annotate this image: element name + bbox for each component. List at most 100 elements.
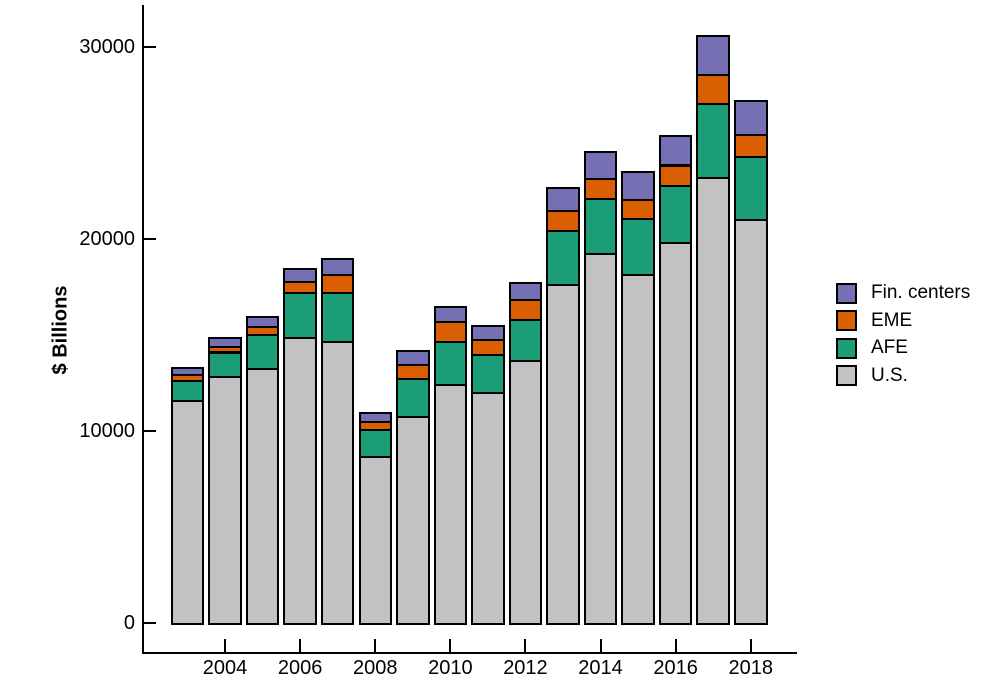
legend-swatch-eme — [836, 310, 857, 331]
bar-segment-2004-us — [208, 376, 242, 625]
bar-segment-2013-us — [546, 284, 580, 625]
legend-item-eme: EME — [836, 310, 970, 332]
x-tick — [299, 639, 302, 652]
bar-segment-2015-us — [621, 273, 655, 625]
bar-segment-2003-afe — [170, 379, 205, 402]
y-tick — [144, 238, 156, 240]
x-tick-label: 2004 — [202, 657, 248, 679]
x-tick-label: 2010 — [428, 657, 473, 679]
bar-segment-2012-fincenters — [508, 282, 543, 301]
bar-segment-2004-fincenters — [208, 337, 242, 348]
legend-swatch-us — [836, 365, 857, 386]
bar-segment-2013-eme — [546, 210, 580, 232]
bar-segment-2010-fincenters — [433, 306, 468, 324]
x-tick — [449, 639, 452, 652]
x-tick-label: 2016 — [653, 657, 698, 679]
bar-segment-2014-eme — [583, 177, 618, 201]
legend: Fin. centers EME AFE U.S. — [836, 282, 970, 392]
legend-item-fincenters: Fin. centers — [836, 282, 970, 304]
bar-segment-2010-us — [433, 383, 468, 625]
bar-segment-2011-eme — [471, 339, 505, 356]
bar-segment-2014-fincenters — [583, 151, 618, 180]
bar-segment-2017-afe — [696, 102, 730, 180]
bar-segment-2007-afe — [320, 291, 355, 343]
x-tick — [749, 639, 752, 652]
bar-segment-2005-us — [245, 367, 280, 625]
bar-segment-2011-fincenters — [471, 324, 505, 342]
x-axis-line — [142, 652, 797, 654]
bar-segment-2006-us — [283, 337, 317, 625]
bar-segment-2017-fincenters — [696, 35, 730, 77]
bar-segment-2014-us — [583, 252, 618, 625]
legend-swatch-afe — [836, 337, 857, 359]
x-tick — [524, 639, 527, 652]
x-tick — [374, 639, 377, 652]
y-tick — [144, 46, 156, 48]
legend-swatch-fincenters — [836, 282, 857, 304]
bar-segment-2017-us — [696, 177, 730, 625]
bar-segment-2007-fincenters — [320, 257, 355, 276]
bar-segment-2008-afe — [358, 429, 392, 458]
bar-segment-2009-us — [396, 415, 430, 625]
x-tick-label: 2012 — [503, 657, 548, 679]
legend-label-afe: AFE — [871, 337, 908, 358]
bar-segment-2007-eme — [320, 273, 355, 294]
bar-segment-2003-fincenters — [170, 367, 205, 377]
bar-segment-2003-us — [170, 399, 205, 625]
bar-segment-2006-fincenters — [283, 267, 317, 284]
y-axis-title: $ Billions — [49, 285, 72, 375]
x-tick-label: 2008 — [353, 657, 398, 679]
legend-label-us: U.S. — [871, 364, 908, 386]
legend-item-us: U.S. — [836, 365, 970, 387]
bar-segment-2009-fincenters — [396, 350, 430, 367]
bar-segment-2010-afe — [433, 340, 468, 386]
bar-segment-2016-eme — [658, 164, 693, 188]
bar-segment-2007-us — [320, 340, 355, 625]
bar-segment-2005-fincenters — [245, 315, 280, 328]
x-tick-label: 2006 — [277, 657, 323, 679]
bar-segment-2015-fincenters — [621, 171, 655, 202]
bar-segment-2015-eme — [621, 199, 655, 220]
bar-segment-2010-eme — [433, 321, 468, 343]
x-tick — [224, 639, 227, 652]
y-tick — [144, 430, 156, 432]
x-tick-label: 2014 — [578, 657, 623, 679]
y-tick-label: 0 — [123, 612, 135, 634]
bar-segment-2016-fincenters — [658, 134, 693, 167]
legend-label-fincenters: Fin. centers — [871, 282, 971, 303]
bar-segment-2015-afe — [621, 217, 655, 276]
bar-segment-2011-afe — [471, 353, 505, 395]
bar-segment-2012-afe — [508, 319, 543, 362]
y-tick — [144, 622, 156, 624]
y-tick-label: 20000 — [79, 228, 135, 250]
bar-segment-2012-eme — [508, 298, 543, 322]
y-tick-label: 10000 — [79, 420, 135, 442]
bar-segment-2018-fincenters — [734, 100, 768, 136]
bar-segment-2016-afe — [658, 185, 693, 245]
y-axis-line — [142, 5, 144, 654]
y-tick-label: 30000 — [79, 36, 135, 58]
legend-label-eme: EME — [871, 309, 913, 331]
bar-segment-2011-us — [471, 392, 505, 625]
bar-segment-2018-us — [734, 219, 768, 625]
legend-item-afe: AFE — [836, 337, 970, 359]
bar-segment-2013-afe — [546, 229, 580, 287]
x-tick-label: 2018 — [728, 657, 774, 679]
bar-segment-2012-us — [508, 359, 543, 625]
bar-segment-2005-afe — [245, 333, 280, 370]
bar-segment-2018-eme — [734, 133, 768, 159]
bar-segment-2009-afe — [396, 378, 430, 418]
bar-segment-2018-afe — [734, 156, 768, 222]
bar-segment-2017-eme — [696, 74, 730, 105]
x-tick — [599, 639, 602, 652]
bar-segment-2013-fincenters — [546, 186, 580, 213]
bar-segment-2008-fincenters — [358, 412, 392, 423]
bar-segment-2009-eme — [396, 364, 430, 381]
x-tick — [674, 639, 677, 652]
bar-segment-2014-afe — [583, 198, 618, 255]
bar-segment-2016-us — [658, 242, 693, 625]
bar-segment-2004-afe — [208, 351, 242, 379]
bar-segment-2008-us — [358, 455, 392, 625]
bar-segment-2006-afe — [283, 292, 317, 340]
